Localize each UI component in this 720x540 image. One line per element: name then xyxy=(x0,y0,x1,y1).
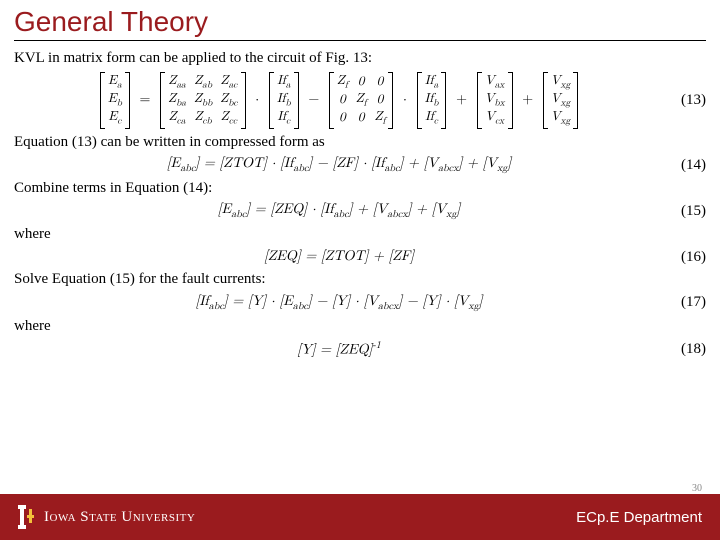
equation-17-number: (17) xyxy=(664,293,706,312)
equation-17: [Ifabc] = [Y] · [Eabc] − [Y] · [Vabcx] −… xyxy=(14,293,664,312)
department-name: ECp.E Department xyxy=(576,509,702,526)
equation-16: [ZEQ] = [ZTOT] + [ZF] xyxy=(14,248,664,266)
equation-16-number: (16) xyxy=(664,248,706,267)
equation-18-number: (18) xyxy=(664,340,706,359)
logo-icon xyxy=(18,505,36,529)
equation-14: [Eabc] = [ZTOT] · [Ifabc] − [ZF] · [Ifab… xyxy=(14,155,664,174)
line-2: Equation (13) can be written in compress… xyxy=(14,133,706,152)
slide-body: KVL in matrix form can be applied to the… xyxy=(0,45,720,481)
slide: General Theory KVL in matrix form can be… xyxy=(0,0,720,540)
equation-14-row: [Eabc] = [ZTOT] · [Ifabc] − [ZF] · [Ifab… xyxy=(14,155,706,174)
equation-15-number: (15) xyxy=(664,202,706,221)
equation-15-row: [Eabc] = [ZEQ] · [Ifabc] + [Vabcx] + [Vx… xyxy=(14,201,706,220)
footer-bar: Iowa State University ECp.E Department xyxy=(0,494,720,540)
equation-13-row: EaEbEc = ZaaZabZacZbaZbbZbcZcaZcbZcc · I… xyxy=(14,72,706,129)
equation-18: [Y] = [ZEQ]-1 xyxy=(14,339,664,359)
eq13-Z: ZaaZabZacZbaZbbZbcZcaZcbZcc xyxy=(160,72,245,129)
equation-14-number: (14) xyxy=(664,156,706,175)
eq13-If1: IfaIfbIfc xyxy=(269,72,299,129)
equation-13: EaEbEc = ZaaZabZacZbaZbbZbcZcaZcbZcc · I… xyxy=(14,72,664,129)
page-number: 30 xyxy=(0,483,720,494)
equation-15: [Eabc] = [ZEQ] · [Ifabc] + [Vabcx] + [Vx… xyxy=(14,201,664,220)
eq13-Vxg: VxgVxgVxg xyxy=(543,72,578,129)
intro-text: KVL in matrix form can be applied to the… xyxy=(14,49,706,68)
equation-17-row: [Ifabc] = [Y] · [Eabc] − [Y] · [Vabcx] −… xyxy=(14,293,706,312)
eq13-lhs: EaEbEc xyxy=(100,72,130,129)
equation-13-number: (13) xyxy=(664,91,706,110)
eq13-If2: IfaIfbIfc xyxy=(417,72,447,129)
title-underline xyxy=(14,40,706,41)
slide-title: General Theory xyxy=(0,0,720,38)
eq13-ZF: Zf000Zf000Zf xyxy=(329,72,393,129)
university-name: Iowa State University xyxy=(44,509,195,526)
equation-18-row: [Y] = [ZEQ]-1 (18) xyxy=(14,339,706,359)
where-1: where xyxy=(14,225,706,244)
line-3: Combine terms in Equation (14): xyxy=(14,179,706,198)
line-4: Solve Equation (15) for the fault curren… xyxy=(14,270,706,289)
where-2: where xyxy=(14,317,706,336)
equation-16-row: [ZEQ] = [ZTOT] + [ZF] (16) xyxy=(14,248,706,267)
university-logo: Iowa State University xyxy=(18,505,195,529)
eq13-Vabcx: VaxVbxVcx xyxy=(477,72,513,129)
